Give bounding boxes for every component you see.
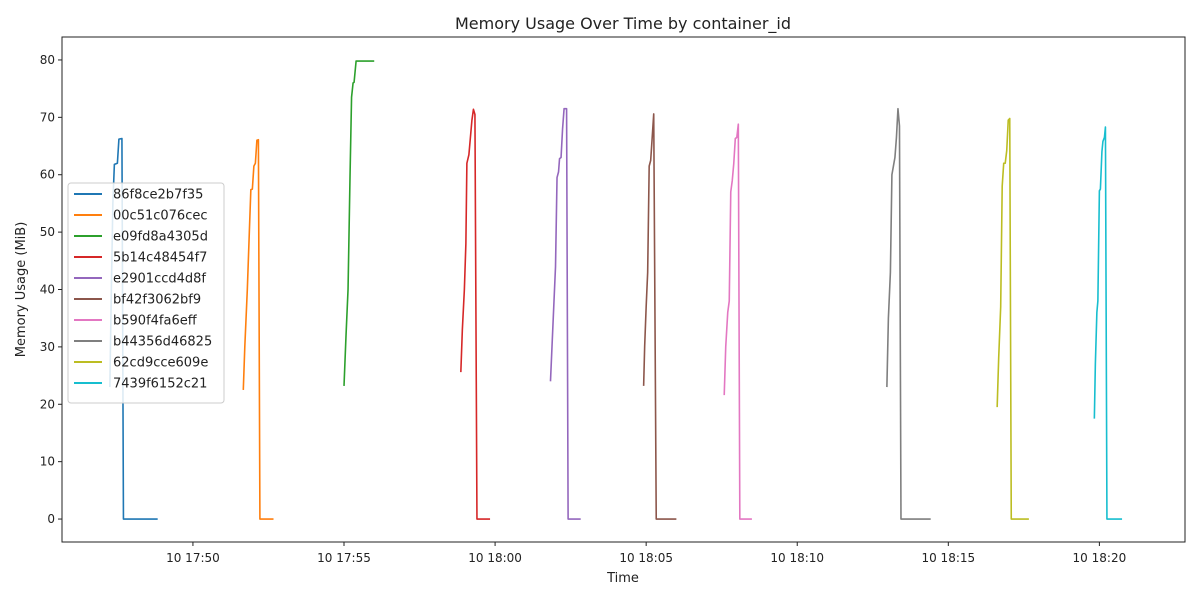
- y-tick-label: 60: [40, 168, 55, 182]
- legend-entry: 5b14c48454f7: [113, 251, 207, 266]
- y-axis: 0 10 20 30 40 50 60 70 80: [40, 53, 62, 526]
- legend-entry: b44356d46825: [113, 335, 212, 350]
- series-line-00c51c076cec: [242, 138, 274, 520]
- y-tick-label: 80: [40, 53, 55, 67]
- series-line-7439f6152c21: [1093, 126, 1123, 520]
- legend-entry: 00c51c076cec: [113, 209, 208, 224]
- x-tick-label: 10 18:20: [1073, 551, 1127, 565]
- legend-entry: 62cd9cce609e: [113, 356, 208, 371]
- y-tick-label: 50: [40, 225, 55, 239]
- series-line-b44356d46825: [886, 107, 931, 520]
- series-line-b590f4fa6eff: [723, 123, 752, 520]
- x-tick-label: 10 18:10: [770, 551, 824, 565]
- legend-entry: 7439f6152c21: [113, 377, 207, 392]
- x-tick-label: 10 18:15: [921, 551, 975, 565]
- series-layer: [109, 60, 1123, 520]
- y-tick-label: 40: [40, 283, 55, 297]
- y-tick-label: 20: [40, 397, 55, 411]
- legend-entry: e09fd8a4305d: [113, 230, 208, 245]
- y-tick-label: 10: [40, 455, 55, 469]
- legend-entry: b590f4fa6eff: [113, 314, 198, 329]
- series-line-bf42f3062bf9: [642, 113, 677, 520]
- x-tick-label: 10 18:00: [468, 551, 522, 565]
- x-tick-label: 10 17:55: [317, 551, 371, 565]
- x-tick-label: 10 18:05: [619, 551, 673, 565]
- y-tick-label: 0: [47, 512, 55, 526]
- legend-entry: bf42f3062bf9: [113, 293, 201, 308]
- legend-entry: 86f8ce2b7f35: [113, 188, 203, 203]
- x-axis-label: Time: [606, 571, 639, 586]
- legend: 86f8ce2b7f35 00c51c076cec e09fd8a4305d 5b14…: [67, 182, 225, 404]
- y-tick-label: 70: [40, 110, 55, 124]
- y-axis-label: Memory Usage (MiB): [14, 222, 29, 358]
- chart-title: Memory Usage Over Time by container_id: [455, 14, 791, 34]
- x-tick-label: 10 17:50: [166, 551, 220, 565]
- series-line-e09fd8a4305d: [343, 60, 375, 386]
- x-axis: 10 17:50 10 17:55 10 18:00 10 18:05 10 18:10…: [166, 542, 1126, 565]
- series-line-5b14c48454f7: [460, 108, 491, 520]
- legend-box: [67, 182, 225, 404]
- series-line-e2901ccd4d8f: [549, 107, 581, 520]
- y-tick-label: 30: [40, 340, 55, 354]
- series-line-62cd9cce609e: [996, 117, 1029, 520]
- legend-entry: e2901ccd4d8f: [113, 272, 206, 287]
